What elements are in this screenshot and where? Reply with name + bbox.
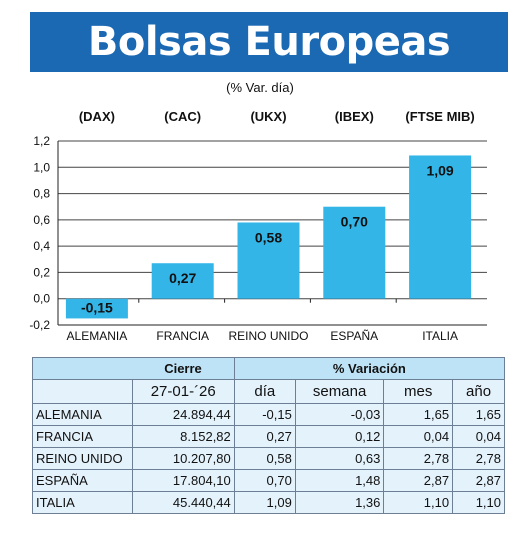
row-dia: -0,15	[233, 403, 296, 426]
header-mes: mes	[383, 379, 454, 404]
bar	[237, 222, 300, 299]
index-label: (CAC)	[164, 109, 201, 124]
row-name: ITALIA	[32, 491, 133, 514]
y-tick-label: 0,6	[33, 213, 50, 227]
header-variacion: % Variación	[233, 357, 506, 380]
row-ano: 1,10	[452, 491, 505, 514]
header-name-blank	[32, 379, 133, 404]
row-mes: 1,10	[383, 491, 454, 514]
row-mes: 2,87	[383, 469, 454, 492]
header-semana: semana	[294, 379, 385, 404]
category-label: REINO UNIDO	[228, 329, 308, 343]
chart-title: Bolsas Europeas	[30, 12, 508, 72]
bar	[323, 206, 386, 299]
index-label: (UKX)	[250, 109, 286, 124]
row-ano: 1,65	[452, 403, 505, 426]
table-group-header: Cierre % Variación	[32, 357, 506, 380]
index-label: (IBEX)	[335, 109, 374, 124]
bar	[409, 155, 472, 299]
data-label: 0,70	[341, 214, 368, 230]
row-semana: 0,63	[294, 447, 385, 470]
bar-chart: -0,2 0,0 0,2 0,4 0,6 0,8 1,0 1,2 -0,15 (DAX) ALEMA…	[29, 109, 487, 343]
y-tick-label: 0,0	[33, 292, 50, 306]
y-tick-label: 0,2	[33, 265, 50, 279]
row-mes: 0,04	[383, 425, 454, 448]
y-tick-label: -0,2	[29, 318, 50, 332]
table-row: FRANCIA 8.152,82 0,27 0,12 0,04 0,04	[32, 425, 505, 448]
category-label: FRANCIA	[156, 329, 209, 343]
header-date: 27-01-´26	[131, 379, 235, 404]
data-label: 0,27	[169, 270, 196, 286]
row-ano: 2,78	[452, 447, 505, 470]
category-label: ALEMANIA	[67, 329, 128, 343]
row-cierre: 45.440,44	[131, 491, 235, 514]
table-row: ESPAÑA 17.804,10 0,70 1,48 2,87 2,87	[32, 469, 505, 492]
y-tick-label: 1,0	[33, 160, 50, 174]
header-dia: día	[233, 379, 296, 404]
index-label: (FTSE MIB)	[405, 109, 474, 124]
row-semana: -0,03	[294, 403, 385, 426]
row-ano: 2,87	[452, 469, 505, 492]
y-tick-label: 1,2	[33, 134, 50, 148]
row-dia: 0,70	[233, 469, 296, 492]
data-label: -0,15	[81, 300, 113, 316]
data-label: 1,09	[426, 162, 453, 178]
row-dia: 0,58	[233, 447, 296, 470]
table-row: ALEMANIA 24.894,44 -0,15 -0,03 1,65 1,65	[32, 403, 505, 426]
y-tick-label: 0,4	[33, 239, 50, 253]
row-cierre: 8.152,82	[131, 425, 235, 448]
row-cierre: 10.207,80	[131, 447, 235, 470]
header-ano: año	[452, 379, 505, 404]
data-table: Cierre % Variación 27-01-´26 día semana …	[32, 357, 506, 514]
row-name: ALEMANIA	[32, 403, 133, 426]
row-dia: 0,27	[233, 425, 296, 448]
table-column-header: 27-01-´26 día semana mes año	[32, 379, 505, 404]
row-cierre: 17.804,10	[131, 469, 235, 492]
row-name: ESPAÑA	[32, 469, 133, 492]
bar	[65, 298, 128, 319]
header-cierre: Cierre	[132, 357, 235, 380]
row-semana: 0,12	[294, 425, 385, 448]
row-semana: 1,36	[294, 491, 385, 514]
table-row: ITALIA 45.440,44 1,09 1,36 1,10 1,10	[32, 491, 505, 514]
row-name: REINO UNIDO	[32, 447, 133, 470]
row-cierre: 24.894,44	[131, 403, 235, 426]
row-dia: 1,09	[233, 491, 296, 514]
row-mes: 1,65	[383, 403, 454, 426]
row-semana: 1,48	[294, 469, 385, 492]
category-label: ITALIA	[422, 329, 458, 343]
chart-subtitle: (% Var. día)	[226, 80, 294, 95]
header-blank	[32, 357, 133, 380]
data-label: 0,58	[255, 229, 282, 245]
index-label: (DAX)	[79, 109, 115, 124]
y-tick-label: 0,8	[33, 187, 50, 201]
row-ano: 0,04	[452, 425, 505, 448]
row-mes: 2,78	[383, 447, 454, 470]
table-row: REINO UNIDO 10.207,80 0,58 0,63 2,78 2,7…	[32, 447, 505, 470]
bar	[151, 263, 214, 299]
row-name: FRANCIA	[32, 425, 133, 448]
category-label: ESPAÑA	[330, 329, 378, 343]
